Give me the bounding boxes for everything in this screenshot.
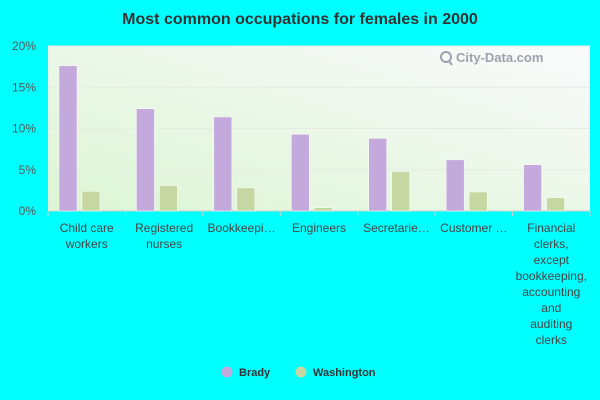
y-tick-label: 5% (19, 163, 37, 177)
x-category-label: Customer … (440, 221, 507, 235)
bar-brady-0 (58, 65, 78, 212)
x-category-label: Child care workers (60, 221, 114, 251)
watermark: City-Data.com (440, 50, 543, 66)
bar-washington-0 (81, 190, 101, 212)
bar-washington-1 (159, 185, 178, 212)
x-category-label: Engineers (292, 221, 346, 235)
search-icon (440, 51, 452, 63)
bar-washington-3 (314, 207, 333, 212)
y-tick-label: 15% (12, 80, 36, 94)
x-category-label: Bookkeepi… (208, 221, 276, 235)
bar-brady-4 (368, 138, 387, 212)
x-category-label: Registered nurses (135, 221, 193, 251)
legend-label-washington: Washington (313, 367, 376, 379)
bar-washington-2 (236, 187, 256, 212)
legend-swatch-brady (221, 366, 233, 378)
y-tick-label: 20% (12, 39, 36, 53)
bar-brady-6 (523, 164, 542, 212)
bar-washington-5 (468, 191, 488, 212)
bar-brady-3 (291, 134, 310, 212)
y-tick-label: 0% (19, 204, 37, 218)
search-icon-handle (448, 60, 453, 66)
chart-title: Most common occupations for females in 2… (122, 11, 478, 28)
legend-label-brady: Brady (239, 367, 271, 379)
bar-washington-4 (391, 171, 410, 212)
x-category-label: Secretarie… (363, 221, 430, 235)
bar-washington-6 (546, 197, 565, 212)
watermark-text: City-Data.com (456, 50, 543, 65)
bar-brady-5 (445, 159, 465, 212)
x-category-label: Financial clerks, except bookkeeping, accoun… (516, 221, 587, 347)
y-tick-label: 10% (12, 122, 36, 136)
bar-brady-1 (136, 108, 155, 212)
legend-swatch-washington (295, 366, 307, 378)
bar-brady-2 (213, 116, 233, 212)
